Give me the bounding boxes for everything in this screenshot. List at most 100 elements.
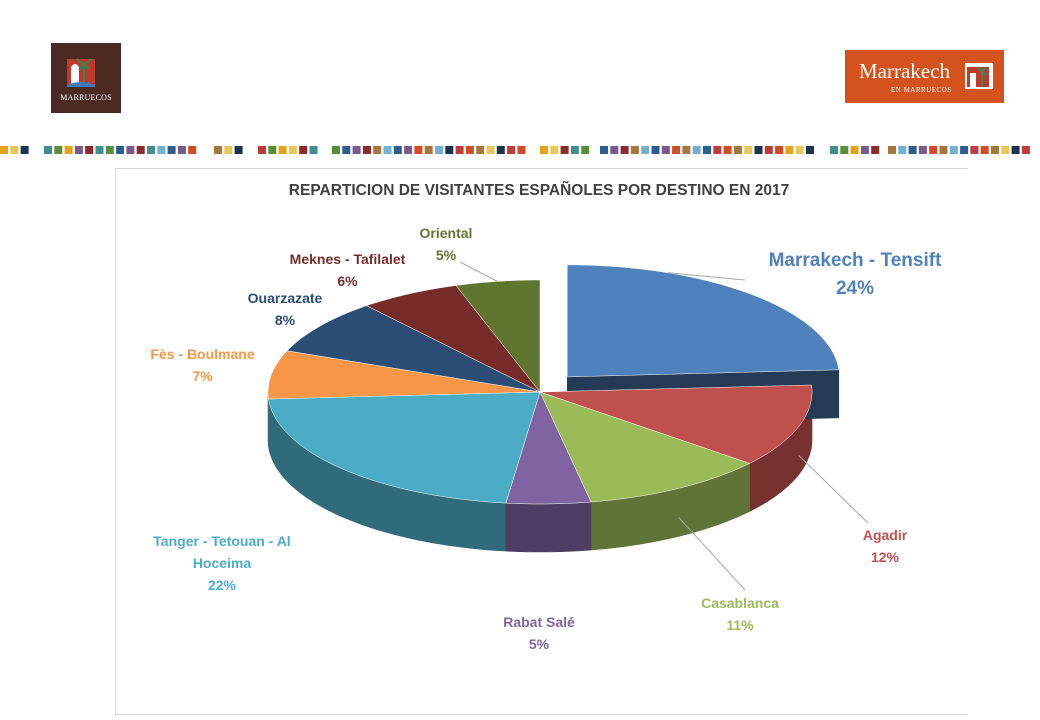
label-marrakech-name: Marrakech - Tensift <box>768 250 942 271</box>
strip-tile <box>288 146 297 154</box>
strip-tile <box>682 146 691 154</box>
label-oriental: Oriental 5% <box>401 222 491 266</box>
strip-tile <box>362 146 371 154</box>
strip-tile <box>278 146 287 154</box>
pie-slice-tanger <box>268 391 541 504</box>
strip-tile <box>1011 146 1020 154</box>
strip-tile <box>840 146 849 154</box>
strip-tile <box>445 146 454 154</box>
strip-tile <box>550 146 559 154</box>
strip-tile <box>507 146 516 154</box>
strip-tile <box>939 146 948 154</box>
pie-slice-agadir <box>539 384 813 464</box>
leader-line-oriental <box>459 261 498 282</box>
leader-line-marrakech <box>667 272 746 281</box>
strip-tile <box>806 146 814 154</box>
strip-tile <box>74 146 83 154</box>
leader-line-casablanca <box>678 516 746 591</box>
strip-tile <box>136 146 145 154</box>
strip-tile <box>147 146 155 154</box>
strip-tile <box>116 146 125 154</box>
logo-right-sub: EN MARRUECOS <box>891 86 952 94</box>
pie-slice-rabat <box>505 391 592 505</box>
strip-tile <box>661 146 670 154</box>
strip-tile <box>64 146 73 154</box>
label-fes-pct: 7% <box>192 368 213 384</box>
chart-title: REPARTICION DE VISITANTES ESPAÑOLES POR … <box>288 182 790 199</box>
pie-slice-oriental <box>455 279 541 393</box>
label-oriental-pct: 5% <box>435 247 457 263</box>
strip-tile <box>581 146 590 154</box>
strip-tile <box>224 146 233 154</box>
label-meknes: Meknes - Tafilalet 6% <box>275 248 420 292</box>
label-marrakech: Marrakech - Tensift 24% <box>740 247 970 303</box>
strip-tile <box>871 146 880 154</box>
strip-tile <box>641 146 650 154</box>
strip-tile <box>465 146 474 154</box>
strip-tile <box>830 146 838 154</box>
label-agadir-pct: 12% <box>870 549 900 565</box>
strip-tile <box>744 146 753 154</box>
strip-tile <box>1021 146 1030 154</box>
strip-tile <box>157 146 166 154</box>
strip-tile <box>929 146 938 154</box>
strip-tile <box>1001 146 1010 154</box>
label-casablanca-name: Casablanca <box>701 595 779 611</box>
strip-tile <box>44 146 52 154</box>
strip-tile <box>764 146 773 154</box>
strip-tile <box>610 146 619 154</box>
strip-tile <box>703 146 711 154</box>
strip-tile <box>775 146 784 154</box>
strip-tile <box>600 146 608 154</box>
strip-tile <box>188 146 197 154</box>
strip-tile <box>540 146 548 154</box>
strip-tile <box>970 146 979 154</box>
marrakech-emblem-icon <box>965 63 993 89</box>
pie-slice-fes <box>267 350 541 400</box>
label-agadir-name: Agadir <box>862 527 908 543</box>
label-tanger-name1: Tanger - Tetouan - Al <box>153 533 291 549</box>
label-rabat-name: Rabat Salé <box>503 614 575 630</box>
strip-tile <box>54 146 63 154</box>
strip-tile <box>888 146 896 154</box>
logo-left-caption: MARRUECOS <box>60 93 112 102</box>
strip-tile <box>342 146 351 154</box>
marruecos-emblem-icon <box>67 58 95 87</box>
strip-tile <box>258 146 266 154</box>
strip-tile <box>414 146 423 154</box>
chart-frame <box>115 168 968 715</box>
strip-tile <box>299 146 308 154</box>
label-ouarzazate-pct: 8% <box>274 312 296 328</box>
strip-tile <box>672 146 681 154</box>
label-casablanca-pct: 11% <box>726 617 754 633</box>
strip-tile <box>918 146 927 154</box>
strip-tile <box>435 146 443 154</box>
strip-tile <box>20 146 29 154</box>
label-tanger: Tanger - Tetouan - Al Hoceima 22% <box>137 530 307 596</box>
strip-tile <box>476 146 485 154</box>
strip-tile <box>486 146 495 154</box>
strip-tile <box>620 146 629 154</box>
label-tanger-pct: 22% <box>207 577 237 593</box>
strip-tile <box>309 146 318 154</box>
pie-slice-marrakech <box>567 264 840 378</box>
strip-tile <box>949 146 958 154</box>
strip-tile <box>630 146 639 154</box>
marruecos-logo: MARRUECOS <box>51 43 121 113</box>
label-rabat-pct: 5% <box>528 636 550 652</box>
label-oriental-name: Oriental <box>419 225 473 241</box>
pie-side-rabat <box>505 501 592 553</box>
strip-tile <box>898 146 907 154</box>
strip-tile <box>0 146 8 154</box>
strip-tile <box>570 146 579 154</box>
label-fes: Fès - Boulmane 7% <box>135 343 270 387</box>
strip-tile <box>105 146 114 154</box>
strip-tile <box>860 146 869 154</box>
strip-tile <box>268 146 277 154</box>
strip-tile <box>692 146 701 154</box>
leader-line-agadir <box>798 455 869 524</box>
strip-tile <box>754 146 763 154</box>
strip-tile <box>651 146 660 154</box>
strip-tile <box>991 146 999 154</box>
